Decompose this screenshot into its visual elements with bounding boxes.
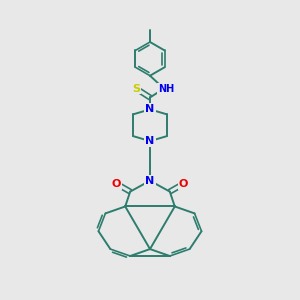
Text: O: O bbox=[179, 179, 188, 189]
Text: N: N bbox=[146, 176, 154, 186]
Text: S: S bbox=[132, 84, 140, 94]
Text: N: N bbox=[146, 136, 154, 146]
Text: N: N bbox=[146, 104, 154, 114]
Text: NH: NH bbox=[158, 84, 174, 94]
Text: O: O bbox=[112, 179, 121, 189]
